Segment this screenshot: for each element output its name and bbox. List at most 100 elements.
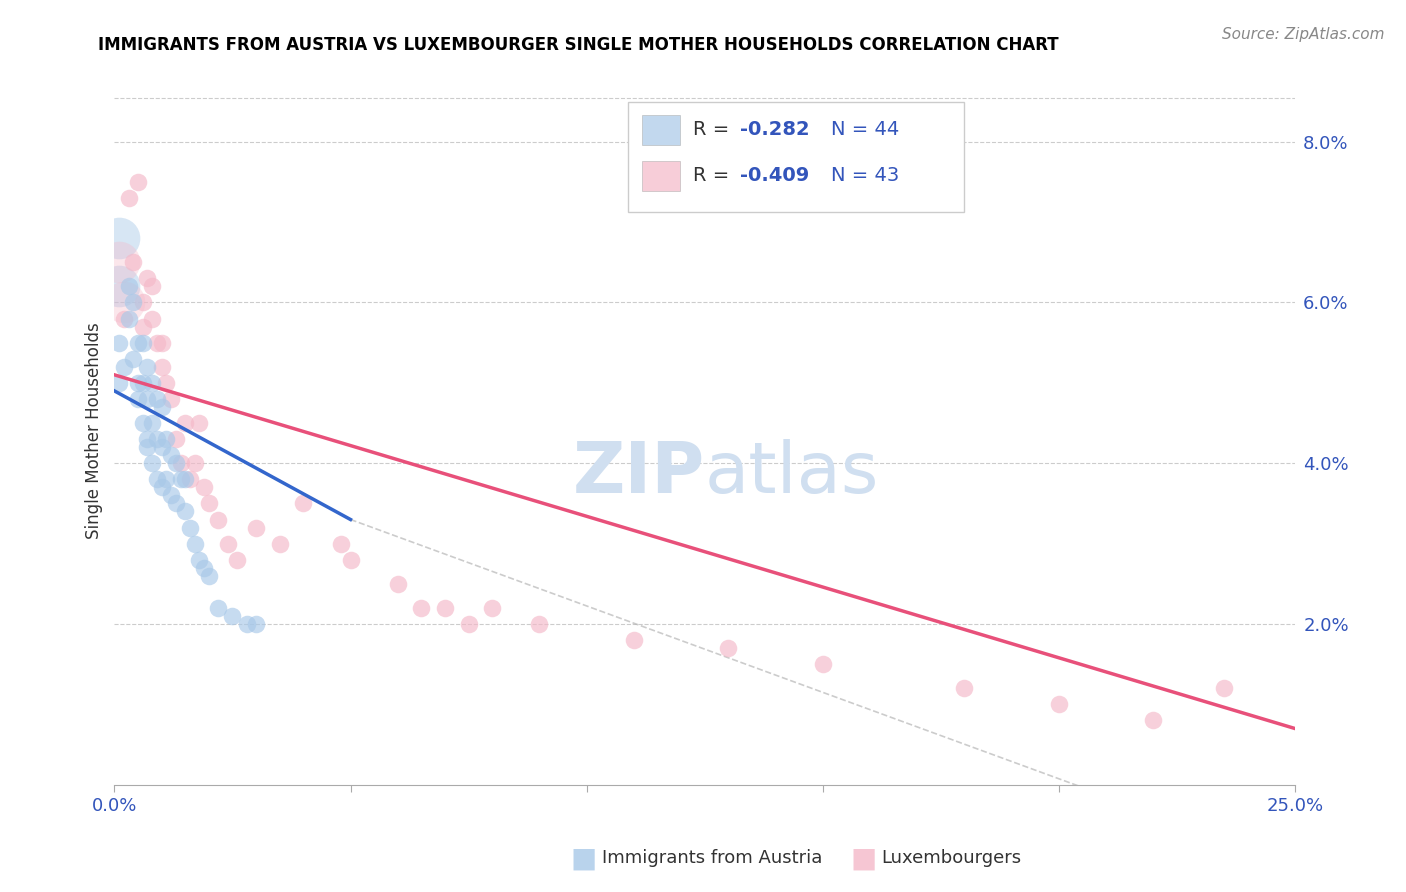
Point xyxy=(132,319,155,334)
Point xyxy=(160,448,183,462)
Point xyxy=(122,351,145,366)
Point xyxy=(1047,698,1070,712)
Point xyxy=(155,376,177,390)
Point xyxy=(160,488,183,502)
Point xyxy=(146,432,169,446)
Point xyxy=(165,496,187,510)
FancyBboxPatch shape xyxy=(628,103,965,211)
Text: N = 43: N = 43 xyxy=(831,166,900,185)
Point xyxy=(169,456,191,470)
Text: Immigrants from Austria: Immigrants from Austria xyxy=(602,849,823,867)
Point xyxy=(132,335,155,350)
Point xyxy=(132,295,155,310)
Point xyxy=(141,311,163,326)
Text: R =: R = xyxy=(693,166,735,185)
Point xyxy=(1142,714,1164,728)
Point xyxy=(122,255,145,269)
Point xyxy=(150,335,173,350)
Point xyxy=(811,657,834,672)
Point xyxy=(141,279,163,293)
Text: Source: ZipAtlas.com: Source: ZipAtlas.com xyxy=(1222,27,1385,42)
Text: ZIP: ZIP xyxy=(572,439,704,508)
Point xyxy=(179,472,201,486)
Point xyxy=(269,536,291,550)
Point xyxy=(245,520,267,534)
Point xyxy=(529,617,551,632)
FancyBboxPatch shape xyxy=(643,115,681,145)
Point xyxy=(108,376,131,390)
Point xyxy=(160,392,183,406)
Point xyxy=(146,335,169,350)
Point xyxy=(188,416,211,430)
Point xyxy=(221,609,243,624)
Point xyxy=(165,432,187,446)
Point xyxy=(112,311,135,326)
Point xyxy=(411,601,433,615)
Point xyxy=(433,601,456,615)
Point xyxy=(136,440,159,454)
Point xyxy=(155,472,177,486)
Point xyxy=(623,633,645,648)
Point xyxy=(150,400,173,414)
Point xyxy=(717,641,740,656)
Point xyxy=(387,576,409,591)
Point xyxy=(127,335,149,350)
Point xyxy=(127,175,149,189)
Text: -0.409: -0.409 xyxy=(740,166,810,185)
Point xyxy=(953,681,976,696)
Point xyxy=(183,456,205,470)
Point xyxy=(1213,681,1236,696)
Point xyxy=(117,191,139,205)
Point xyxy=(141,416,163,430)
Point xyxy=(127,376,149,390)
Point xyxy=(198,568,221,582)
Point xyxy=(132,416,155,430)
Point xyxy=(132,376,155,390)
Point xyxy=(112,295,135,310)
Point xyxy=(150,480,173,494)
Point xyxy=(141,376,163,390)
Point xyxy=(136,271,159,285)
Point xyxy=(146,392,169,406)
FancyBboxPatch shape xyxy=(643,161,681,191)
Point xyxy=(330,536,353,550)
Point xyxy=(136,359,159,374)
Point xyxy=(226,552,249,566)
Point xyxy=(174,504,197,518)
Text: N = 44: N = 44 xyxy=(831,120,900,138)
Text: atlas: atlas xyxy=(704,439,879,508)
Text: ■: ■ xyxy=(571,844,596,872)
Point xyxy=(207,512,229,526)
Text: Luxembourgers: Luxembourgers xyxy=(882,849,1022,867)
Text: IMMIGRANTS FROM AUSTRIA VS LUXEMBOURGER SINGLE MOTHER HOUSEHOLDS CORRELATION CHA: IMMIGRANTS FROM AUSTRIA VS LUXEMBOURGER … xyxy=(98,36,1059,54)
Point xyxy=(193,560,215,574)
Point xyxy=(108,279,131,293)
Point xyxy=(193,480,215,494)
Point xyxy=(339,552,361,566)
Point xyxy=(146,472,169,486)
Point xyxy=(481,601,503,615)
Point xyxy=(217,536,239,550)
Point xyxy=(117,279,139,293)
Y-axis label: Single Mother Households: Single Mother Households xyxy=(86,323,103,540)
Point xyxy=(188,552,211,566)
Point xyxy=(136,392,159,406)
Point xyxy=(292,496,315,510)
Point xyxy=(165,456,187,470)
Point xyxy=(136,432,159,446)
Point xyxy=(207,601,229,615)
Point xyxy=(245,617,267,632)
Point xyxy=(174,472,197,486)
Point xyxy=(235,617,257,632)
Point xyxy=(169,472,191,486)
Point xyxy=(150,359,173,374)
Point xyxy=(174,416,197,430)
Point xyxy=(122,295,145,310)
Point xyxy=(141,456,163,470)
Point xyxy=(127,392,149,406)
Point xyxy=(179,520,201,534)
Point xyxy=(108,231,131,245)
Point xyxy=(108,255,131,269)
Text: ■: ■ xyxy=(851,844,876,872)
Point xyxy=(457,617,479,632)
